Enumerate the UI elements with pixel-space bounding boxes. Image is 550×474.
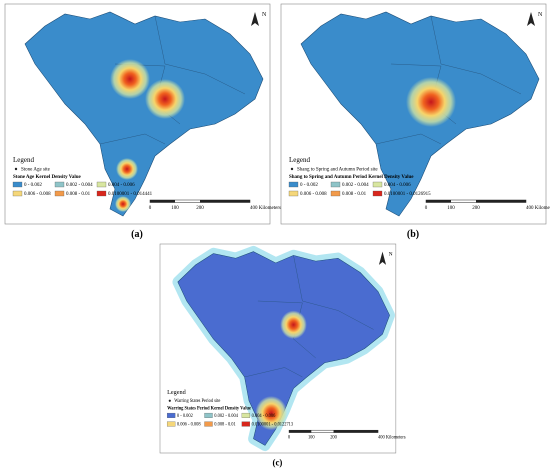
legend-class-label: 0.004 - 0.006 <box>384 183 411 188</box>
legend-heading: Legend <box>13 156 34 164</box>
county-border <box>244 367 303 378</box>
scale-label: 400 Kilometers <box>378 435 406 440</box>
legend-class-label: 0 - 0.002 <box>177 413 194 418</box>
scale-label: 0 <box>149 206 152 211</box>
scale-label: 200 <box>330 435 337 440</box>
legend-swatch <box>54 181 65 188</box>
legend-swatch <box>12 190 23 197</box>
county-border <box>99 133 166 145</box>
scale-label: 200 <box>196 206 204 211</box>
legend-swatch <box>372 190 383 197</box>
legend-class-label: 0.002 - 0.004 <box>342 183 369 188</box>
density-hotspot <box>255 396 288 431</box>
legend-swatch <box>372 181 383 188</box>
scale-bar-fill <box>333 430 379 433</box>
map-panel: Legend Warring States Period site Warring … <box>159 243 406 467</box>
site-label: Shang to Spring and Autumn Period site <box>297 168 378 173</box>
legend-class-label: 0 - 0.002 <box>24 183 42 188</box>
scale-bar-fill <box>200 200 250 203</box>
scale-bar-fill <box>426 200 451 203</box>
north-arrow <box>527 12 535 26</box>
legend-swatch <box>241 421 251 427</box>
site-label: Warring States Period site <box>174 398 220 403</box>
legend-swatch <box>204 412 213 418</box>
north-label: N <box>538 12 543 18</box>
legend-class-label: 0 - 0.002 <box>300 183 318 188</box>
legend-class-label: 0.002 - 0.004 <box>214 413 238 418</box>
legend-swatch <box>204 421 213 427</box>
north-arrow <box>378 251 387 265</box>
panel-label: (c) <box>273 457 283 467</box>
site-symbol <box>290 167 294 171</box>
scale-bar-fill <box>476 200 526 203</box>
map-panel: Legend Shang to Spring and Autumn Period … <box>280 3 550 240</box>
site-label: Stone Age site <box>21 168 51 173</box>
scale-label: 100 <box>447 206 455 211</box>
legend-class-label: 0.008 - 0.01 <box>342 192 367 197</box>
legend-swatch <box>96 190 107 197</box>
scale-label: 400 Kilometers <box>526 206 550 211</box>
legend-class-label: 0.006 - 0.008 <box>300 192 327 197</box>
county-border <box>430 15 522 95</box>
legend-swatch <box>241 412 251 418</box>
site-symbol <box>14 167 18 171</box>
legend-heading: Legend <box>167 389 186 396</box>
density-hotspot <box>145 79 185 119</box>
north-label: N <box>262 12 267 18</box>
legend-class-label: 0.0100001 - 0.014441 <box>108 192 153 197</box>
density-title: Stone Age Kernel Density Value <box>13 175 82 180</box>
legend-class-label: 0.0100001 - 0.0126915 <box>384 192 431 197</box>
density-title: Shang to Spring and Autumn Period Kernel… <box>289 175 414 180</box>
legend-swatch <box>54 190 65 197</box>
legend-swatch <box>12 181 23 188</box>
density-hotspot <box>406 77 456 127</box>
density-hotspot <box>110 59 150 99</box>
scale-label: 200 <box>472 206 480 211</box>
legend-class-label: 0.008 - 0.01 <box>214 421 236 426</box>
legend-class-label: 0.004 - 0.006 <box>108 183 135 188</box>
legend-class-label: 0.008 - 0.01 <box>66 192 91 197</box>
scale-bar-fill <box>150 200 175 203</box>
legend-swatch <box>330 181 341 188</box>
legend-class-label: 0.002 - 0.004 <box>66 183 93 188</box>
north-arrow <box>251 12 259 26</box>
density-hotspot <box>280 310 307 339</box>
legend-swatch <box>288 190 299 197</box>
county-border <box>375 133 442 145</box>
legend-class-label: 0.004 - 0.006 <box>252 413 276 418</box>
scale-bar-fill <box>289 430 312 433</box>
county-border <box>154 15 246 95</box>
legend-class-label: 0.0100001 - 0.0122713 <box>252 421 294 426</box>
legend-swatch <box>288 181 299 188</box>
scale-label: 0 <box>425 206 428 211</box>
density-hotspot <box>115 196 131 212</box>
scale-label: 400 Kilometers <box>250 206 281 211</box>
legend-swatch <box>96 181 107 188</box>
province-map <box>24 11 264 217</box>
panel-label: (b) <box>407 229 419 240</box>
panel-label: (a) <box>131 229 143 240</box>
scale-label: 100 <box>308 435 315 440</box>
scale-label: 0 <box>288 435 291 440</box>
province-map <box>177 251 390 446</box>
legend-swatch <box>166 412 176 418</box>
scale-label: 100 <box>171 206 179 211</box>
north-label: N <box>389 251 393 257</box>
density-title: Warring States Period Kernel Density Val… <box>167 405 251 410</box>
site-symbol <box>168 399 171 402</box>
legend-class-label: 0.006 - 0.008 <box>177 421 201 426</box>
legend-swatch <box>166 421 176 427</box>
legend-class-label: 0.006 - 0.008 <box>24 192 51 197</box>
density-hotspot <box>116 158 138 180</box>
legend-heading: Legend <box>289 156 310 164</box>
map-panel: Legend Stone Age site Stone Age Kernel Den… <box>4 3 281 240</box>
legend-swatch <box>330 190 341 197</box>
county-border <box>293 255 374 330</box>
